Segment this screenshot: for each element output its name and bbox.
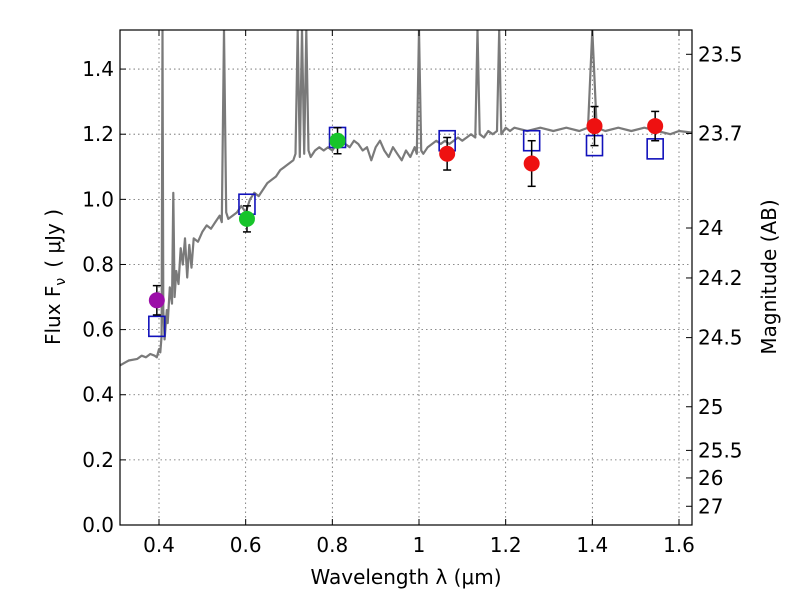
- x-tick-label: 0.8: [316, 533, 348, 557]
- mag-tick-label: 27: [698, 494, 723, 518]
- spectrum-layer: [120, 30, 692, 367]
- y-tick-label: 0.0: [82, 513, 114, 537]
- y-tick-label: 1.0: [82, 187, 114, 211]
- mag-tick-label: 26: [698, 466, 723, 490]
- x-axis-title: Wavelength λ (μm): [310, 565, 501, 589]
- mag-tick-label: 24.5: [698, 326, 743, 350]
- observed-flux-point: [586, 118, 603, 135]
- mag-tick-label: 25.5: [698, 438, 743, 462]
- plot-frame: [119, 29, 693, 526]
- x-tick-label: 1: [413, 533, 426, 557]
- observed-flux-point: [148, 292, 165, 309]
- y-axis-left-flux: Flux F: [41, 286, 65, 345]
- x-tick-label: 1.4: [576, 533, 608, 557]
- y-axis-right-title: Magnitude (AB): [757, 199, 781, 354]
- observed-flux-point: [439, 145, 456, 162]
- mag-tick-label: 24: [698, 216, 723, 240]
- y-axis-left-unit: ( μJy ): [41, 209, 65, 268]
- observed-points: [148, 105, 664, 316]
- mag-tick-label: 24.2: [698, 266, 743, 290]
- y-tick-label: 0.2: [82, 448, 114, 472]
- y-tick-label: 0.4: [82, 383, 114, 407]
- y-tick-label: 1.4: [82, 57, 114, 81]
- y-axis-left-title: Flux Fν ( μJy ): [41, 209, 69, 345]
- observed-flux-point: [329, 132, 346, 149]
- y-tick-label: 0.6: [82, 318, 114, 342]
- x-tick-label: 1.2: [490, 533, 522, 557]
- observed-flux-point: [647, 118, 664, 135]
- y-tick-label: 1.2: [82, 122, 114, 146]
- mag-tick-label: 23.7: [698, 121, 743, 145]
- x-tick-label: 0.6: [230, 533, 262, 557]
- y-tick-label: 0.8: [82, 252, 114, 276]
- mag-tick-label: 25: [698, 395, 723, 419]
- mag-tick-label: 23.5: [698, 42, 743, 66]
- x-tick-label: 0.4: [143, 533, 175, 557]
- y-axis-left-subscript: ν: [53, 278, 69, 286]
- model-spectrum-line: [120, 30, 692, 367]
- grid-lines: [120, 30, 692, 526]
- tick-marks: [120, 30, 692, 526]
- observed-flux-point: [523, 155, 540, 172]
- observed-flux-point: [238, 210, 255, 227]
- x-tick-label: 1.6: [663, 533, 695, 557]
- model-square-point: [646, 138, 664, 160]
- model-square-point: [148, 315, 166, 338]
